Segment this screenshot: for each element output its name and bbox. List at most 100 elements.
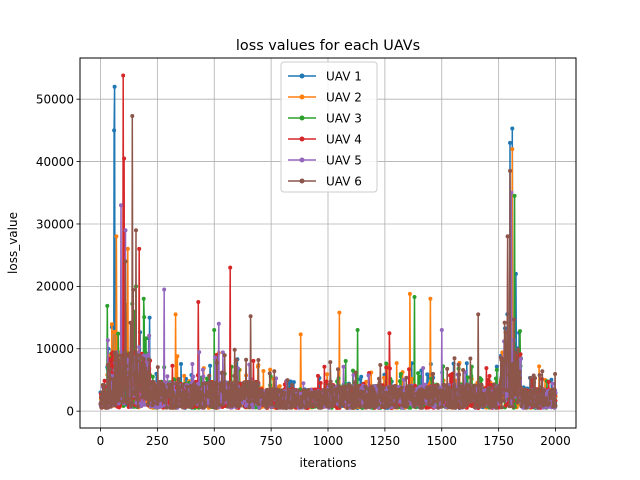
data-point [112, 84, 117, 89]
data-point [121, 73, 126, 78]
data-point [213, 355, 218, 360]
data-point [301, 381, 306, 386]
data-point [116, 331, 121, 336]
data-point [322, 364, 327, 369]
data-point [407, 291, 412, 296]
data-point [119, 203, 123, 208]
data-point [359, 374, 364, 379]
chart-title: loss values for each UAVs [236, 38, 420, 54]
data-point [173, 312, 178, 317]
data-point [165, 374, 170, 379]
data-point [109, 322, 114, 327]
data-point [518, 352, 523, 357]
data-point [125, 246, 130, 251]
data-point [398, 372, 403, 376]
data-point [268, 367, 273, 372]
data-point [122, 156, 127, 161]
data-point [162, 287, 167, 292]
data-point [105, 338, 110, 343]
data-point [428, 296, 433, 301]
data-point [146, 352, 151, 357]
data-point [366, 373, 371, 378]
data-point [196, 300, 201, 304]
data-point [212, 328, 217, 332]
data-point [251, 358, 256, 363]
data-point [384, 365, 389, 370]
data-point [351, 368, 355, 373]
data-point [112, 128, 117, 133]
data-point [200, 367, 205, 372]
data-point [191, 374, 196, 379]
data-point [510, 126, 515, 131]
data-point [277, 384, 282, 389]
data-point [504, 394, 509, 398]
data-point [439, 328, 444, 332]
data-point [137, 345, 142, 349]
data-point [147, 315, 152, 320]
data-point [142, 315, 147, 320]
data-point [159, 404, 163, 409]
data-point [394, 361, 399, 366]
data-point [510, 147, 515, 152]
data-point [387, 331, 392, 336]
data-point [105, 303, 110, 308]
data-point [102, 378, 107, 383]
data-point [416, 371, 421, 376]
data-point [382, 375, 386, 380]
data-point [537, 364, 542, 369]
data-point [108, 358, 113, 363]
data-point [408, 405, 413, 410]
plot-area [98, 73, 558, 410]
data-point [484, 366, 489, 371]
data-point [421, 366, 426, 371]
data-point [407, 367, 411, 372]
data-point [337, 310, 342, 315]
data-point [508, 140, 512, 145]
data-point [324, 379, 329, 384]
data-point [112, 330, 117, 334]
data-point [479, 377, 484, 382]
data-point [288, 379, 293, 384]
data-point [494, 364, 499, 369]
data-point [298, 332, 303, 337]
data-point [216, 321, 221, 326]
data-point [465, 375, 470, 380]
data-point [144, 336, 148, 341]
data-point [190, 362, 195, 366]
data-point [179, 362, 183, 366]
data-point [208, 363, 213, 368]
data-point [114, 234, 119, 239]
data-point [182, 373, 187, 378]
data-point [417, 374, 422, 379]
data-point [318, 381, 323, 385]
data-point [503, 403, 508, 408]
data-point [549, 377, 554, 382]
data-point [197, 350, 202, 355]
data-point [150, 374, 155, 379]
data-point [412, 295, 417, 299]
data-point [493, 376, 498, 381]
data-point [250, 405, 255, 410]
data-point [384, 361, 389, 366]
data-point [341, 364, 346, 369]
data-point [147, 333, 152, 338]
data-point [355, 328, 360, 332]
data-point [316, 373, 320, 378]
data-point [123, 228, 128, 233]
data-point [494, 367, 499, 372]
data-point [137, 246, 142, 251]
data-point [397, 379, 402, 384]
data-point [486, 377, 491, 382]
data-point [512, 193, 517, 198]
data-point [518, 329, 522, 334]
data-point [387, 366, 392, 371]
data-point [205, 376, 209, 381]
data-point [426, 372, 431, 377]
data-point [343, 359, 348, 363]
data-point [487, 374, 492, 378]
data-point [228, 265, 233, 270]
data-point [546, 379, 551, 384]
data-point [410, 376, 415, 381]
data-point [170, 363, 175, 368]
